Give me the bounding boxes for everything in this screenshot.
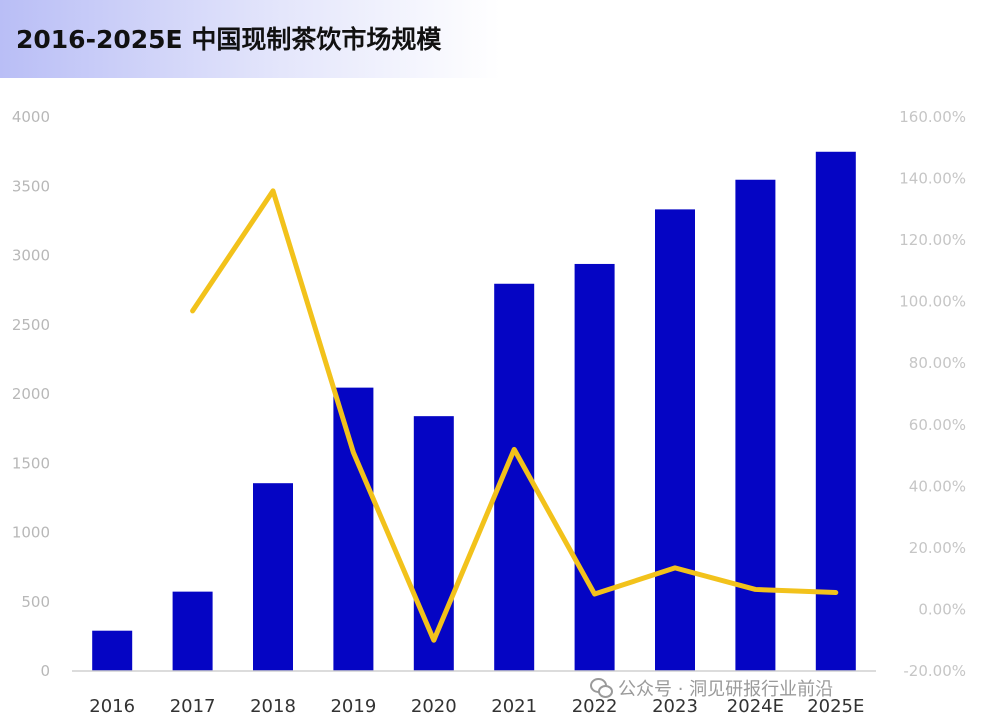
bar-2024E xyxy=(735,179,776,672)
left-tick-label: 3000 xyxy=(12,247,50,265)
right-tick-label: 160.00% xyxy=(899,108,966,126)
right-tick-label: 100.00% xyxy=(899,293,966,311)
left-tick-label: 2000 xyxy=(12,385,50,403)
bar-2016 xyxy=(92,630,133,671)
left-tick-label: 0 xyxy=(40,662,50,680)
right-axis-ticks: -20.00% 0.00% 20.00% 40.00% 60.00% 80.00% 100.… xyxy=(899,108,966,680)
left-tick-label: 4000 xyxy=(12,108,50,126)
x-tick-label: 2018 xyxy=(250,696,296,717)
x-tick-label: 2022 xyxy=(572,696,618,717)
x-tick-label: 2024E xyxy=(727,696,784,717)
x-tick-label: 2020 xyxy=(411,696,457,717)
right-tick-label: -20.00% xyxy=(903,662,966,680)
x-tick-label: 2019 xyxy=(330,696,376,717)
wechat-icon xyxy=(590,678,613,698)
chart-title: 2016-2025E 中国现制茶饮市场规模 xyxy=(16,25,442,54)
left-tick-label: 1500 xyxy=(12,454,50,472)
right-tick-label: 20.00% xyxy=(909,539,966,557)
x-axis-ticks: 2016 2017 2018 2019 2020 2021 2022 2023 2024E 202… xyxy=(89,696,864,717)
right-tick-label: 60.00% xyxy=(909,416,966,434)
x-tick-label: 2021 xyxy=(491,696,537,717)
x-tick-label: 2025E xyxy=(807,696,864,717)
right-tick-label: 80.00% xyxy=(909,354,966,372)
x-tick-label: 2023 xyxy=(652,696,698,717)
growth-rate-line xyxy=(190,188,839,643)
bar-2019 xyxy=(333,387,374,671)
right-tick-label: 120.00% xyxy=(899,231,966,249)
left-tick-label: 500 xyxy=(21,593,50,611)
bar-2018 xyxy=(253,483,293,671)
left-tick-label: 2500 xyxy=(12,316,50,334)
left-tick-label: 1000 xyxy=(12,524,50,542)
bar-2017 xyxy=(172,591,213,671)
title-banner xyxy=(0,0,500,78)
watermark: 公众号 · 洞见研报行业前沿 xyxy=(590,675,833,701)
bar-2023 xyxy=(655,209,695,671)
left-tick-label: 3500 xyxy=(12,177,50,195)
left-axis-ticks: 0 500 1000 1500 2000 2500 3000 3500 4000 xyxy=(12,108,50,680)
bar-2022 xyxy=(574,263,615,671)
watermark-text: 公众号 · 洞见研报行业前沿 xyxy=(618,679,834,700)
x-tick-label: 2016 xyxy=(89,696,135,717)
bar-2020 xyxy=(413,416,454,671)
x-tick-label: 2017 xyxy=(170,696,216,717)
bar-series xyxy=(92,151,856,672)
right-tick-label: 40.00% xyxy=(909,477,966,495)
bar-2025E xyxy=(815,151,856,672)
right-tick-label: 0.00% xyxy=(918,600,966,618)
right-tick-label: 140.00% xyxy=(899,170,966,188)
